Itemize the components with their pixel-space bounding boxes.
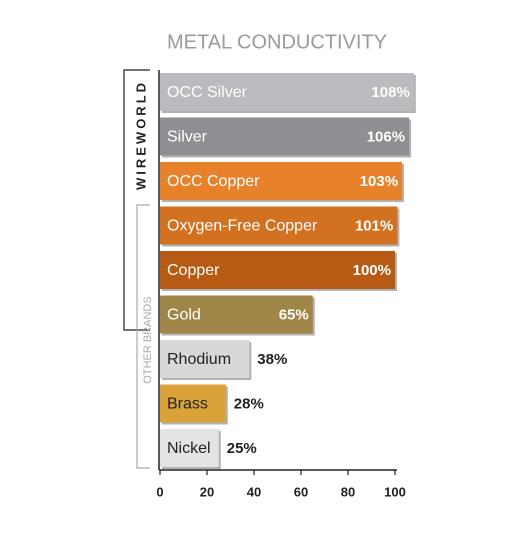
chart-title: METAL CONDUCTIVITY [167, 31, 387, 53]
value-label: 28% [234, 395, 264, 412]
category-label: Nickel [167, 440, 211, 457]
category-label: Gold [167, 307, 201, 324]
value-label: 100% [353, 262, 391, 279]
category-label: OCC Silver [167, 84, 248, 101]
category-label: Oxygen-Free Copper [167, 218, 318, 235]
value-label: 108% [371, 84, 409, 101]
bar [160, 340, 250, 378]
category-label: Silver [167, 129, 208, 146]
category-label: OCC Copper [167, 173, 260, 190]
x-tick-label: 20 [200, 484, 214, 499]
bar [160, 162, 403, 200]
category-label: Copper [167, 262, 220, 279]
bar [160, 429, 219, 467]
bar [160, 206, 398, 245]
bar [160, 117, 410, 156]
bar [160, 295, 313, 334]
bar [160, 251, 395, 289]
group-label: WIREWORLD [133, 80, 148, 190]
value-label: 25% [227, 440, 257, 457]
bar [160, 384, 226, 423]
bar [160, 73, 414, 111]
value-label: 38% [257, 351, 287, 368]
group-label: OTHER BRANDS [142, 296, 154, 383]
category-label: Brass [167, 396, 208, 413]
x-tick-label: 80 [341, 484, 355, 499]
value-label: 103% [360, 173, 398, 190]
x-tick-label: 60 [294, 484, 308, 499]
other-brands-bracket [136, 204, 150, 469]
x-tick-label: 40 [247, 484, 261, 499]
value-label: 101% [355, 217, 393, 234]
x-tick-label: 100 [384, 484, 406, 499]
x-tick-label: 0 [156, 484, 163, 499]
value-label: 106% [367, 128, 405, 145]
value-label: 65% [279, 306, 309, 323]
category-label: Rhodium [167, 351, 231, 368]
